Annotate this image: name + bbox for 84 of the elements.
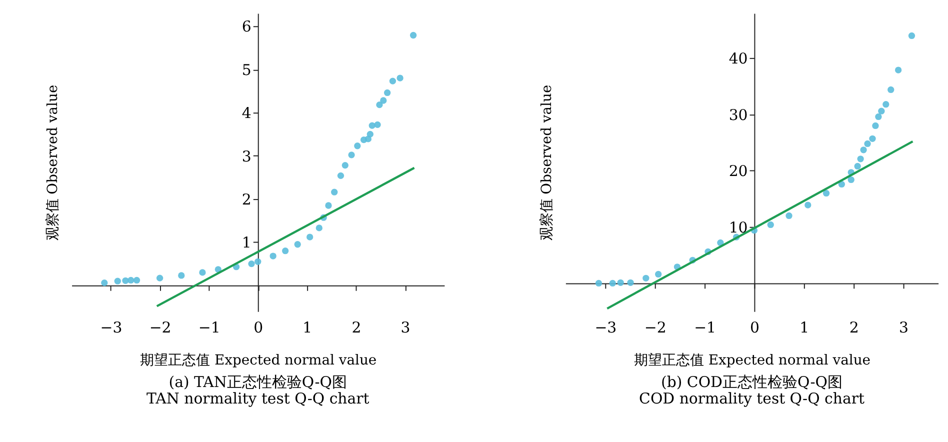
point [854, 162, 861, 170]
point [655, 270, 662, 278]
x-tick-label: −2 [644, 318, 666, 337]
x-tick-label: 3 [400, 318, 410, 337]
point [908, 32, 916, 40]
y-tick-label: 1 [242, 234, 252, 252]
point [389, 78, 396, 84]
point [894, 66, 902, 74]
point [767, 221, 774, 228]
x-tick-label: 2 [849, 318, 859, 337]
y-tick-label: 40 [728, 50, 748, 68]
point [342, 162, 348, 169]
point [869, 135, 876, 142]
y-tick-label: 4 [242, 104, 252, 122]
point [642, 274, 650, 282]
point [101, 279, 108, 286]
text: (a) TAN正态性检验Q-Q图 [168, 372, 347, 391]
y-tick-label: 20 [728, 162, 748, 180]
point [306, 234, 314, 240]
y-tick-label: 5 [242, 60, 252, 79]
point [337, 172, 344, 179]
x-axis-title: 期望正态值 Expected normal value [140, 352, 377, 368]
x-tick-label: −3 [100, 318, 122, 337]
point [199, 269, 206, 276]
x-tick-label: −1 [694, 318, 716, 337]
y-axis-title: 观察值 Observed value [539, 84, 556, 241]
point [294, 241, 301, 248]
x-tick-label: 2 [352, 318, 362, 337]
point [384, 89, 391, 96]
point [875, 113, 882, 120]
point [178, 272, 185, 279]
point [254, 258, 262, 265]
text: (b) COD正态性检验Q-Q图 [661, 372, 842, 391]
point [872, 122, 879, 130]
point [376, 101, 383, 108]
point [270, 252, 276, 260]
point [804, 202, 812, 208]
point [374, 121, 381, 128]
point [609, 280, 616, 287]
point [860, 146, 867, 154]
point [410, 32, 417, 39]
y-tick-label: 2 [242, 190, 252, 208]
text: COD normality test Q-Q chart [639, 390, 864, 408]
point [156, 274, 164, 282]
point [878, 108, 885, 114]
point [838, 180, 846, 188]
point [786, 212, 792, 220]
point [325, 202, 332, 209]
point [282, 248, 289, 254]
y-tick-label: 10 [728, 218, 748, 236]
x-tick-label: 0 [750, 318, 760, 337]
point [128, 276, 134, 284]
point [331, 188, 338, 196]
point [864, 140, 871, 148]
x-tick-label: 1 [302, 318, 312, 337]
y-tick-label: 3 [242, 147, 252, 166]
x-tick-label: 3 [899, 318, 909, 337]
point [316, 224, 322, 232]
point [822, 190, 830, 197]
point [348, 152, 355, 158]
point [133, 276, 140, 284]
point [380, 97, 387, 104]
x-tick-label: −1 [198, 318, 220, 337]
point [617, 279, 624, 286]
point [366, 130, 374, 138]
x-tick-label: 1 [800, 318, 810, 337]
y-tick-label: 30 [728, 106, 748, 124]
point [627, 279, 634, 286]
point [882, 101, 890, 108]
point [354, 142, 361, 150]
x-tick-label: 0 [254, 318, 264, 337]
y-axis-title: 观察值 Observed value [45, 84, 62, 241]
point [888, 86, 894, 94]
x-axis-title: 期望正态值 Expected normal value [634, 352, 871, 368]
point [848, 176, 854, 184]
text: TAN normality test Q-Q chart [146, 390, 370, 408]
x-tick-label: −2 [149, 318, 172, 337]
point [114, 278, 121, 284]
point [857, 156, 864, 162]
y-tick-label: 6 [242, 18, 252, 36]
point [595, 280, 602, 287]
point [248, 260, 255, 268]
point [396, 74, 404, 82]
x-tick-label: −3 [594, 318, 617, 337]
